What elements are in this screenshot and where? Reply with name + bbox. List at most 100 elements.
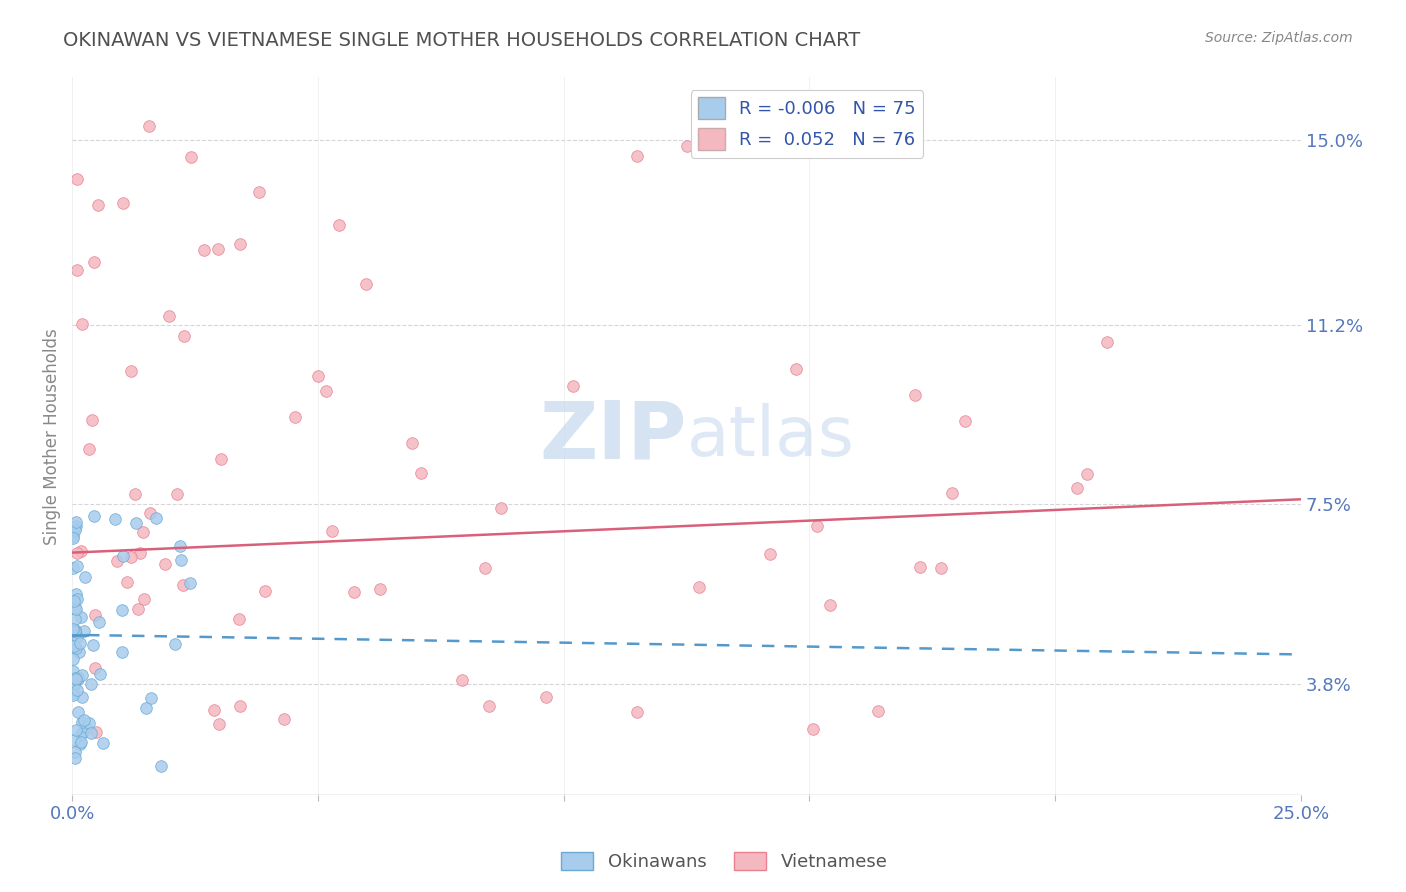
Point bbox=[70, 544, 93, 558]
Point bbox=[82, 413, 104, 427]
Point bbox=[818, 598, 841, 612]
Point bbox=[149, 758, 172, 772]
Point bbox=[124, 487, 146, 501]
Point bbox=[66, 673, 89, 687]
Point bbox=[62, 673, 84, 688]
Point bbox=[111, 549, 134, 563]
Point bbox=[904, 387, 927, 401]
Point bbox=[451, 673, 474, 687]
Point bbox=[65, 523, 87, 537]
Point bbox=[173, 329, 195, 343]
Point bbox=[111, 196, 134, 211]
Point bbox=[67, 670, 90, 684]
Point bbox=[73, 624, 96, 639]
Point bbox=[70, 610, 93, 624]
Point bbox=[63, 745, 86, 759]
Point bbox=[83, 255, 105, 269]
Point bbox=[676, 139, 699, 153]
Point bbox=[63, 612, 86, 626]
Point bbox=[67, 705, 90, 719]
Point bbox=[63, 624, 86, 639]
Point bbox=[66, 263, 89, 277]
Point bbox=[1076, 467, 1098, 481]
Point bbox=[207, 242, 229, 256]
Point bbox=[62, 686, 84, 700]
Point bbox=[69, 737, 91, 751]
Point bbox=[66, 172, 89, 186]
Point bbox=[165, 637, 187, 651]
Point bbox=[138, 119, 160, 133]
Point bbox=[202, 702, 225, 716]
Point bbox=[806, 519, 828, 533]
Point bbox=[209, 451, 232, 466]
Point bbox=[228, 612, 250, 626]
Point bbox=[941, 486, 963, 500]
Point bbox=[866, 704, 889, 718]
Point bbox=[83, 509, 105, 524]
Point bbox=[688, 580, 710, 594]
Point bbox=[62, 531, 84, 545]
Point bbox=[139, 506, 162, 520]
Point bbox=[145, 511, 167, 525]
Point bbox=[903, 113, 925, 128]
Point bbox=[105, 554, 128, 568]
Point bbox=[86, 725, 108, 739]
Point bbox=[65, 602, 87, 616]
Point bbox=[86, 198, 108, 212]
Point bbox=[179, 575, 201, 590]
Point bbox=[63, 594, 86, 608]
Point bbox=[759, 547, 782, 561]
Point bbox=[180, 150, 202, 164]
Point bbox=[104, 512, 127, 526]
Point bbox=[62, 561, 84, 575]
Point bbox=[284, 410, 307, 425]
Point bbox=[155, 557, 177, 571]
Y-axis label: Single Mother Households: Single Mother Households bbox=[44, 328, 60, 545]
Point bbox=[70, 318, 93, 332]
Point bbox=[62, 624, 84, 638]
Point bbox=[63, 623, 86, 637]
Point bbox=[77, 715, 100, 730]
Point bbox=[478, 699, 501, 714]
Point bbox=[785, 362, 807, 376]
Point bbox=[62, 652, 84, 666]
Text: atlas: atlas bbox=[686, 403, 855, 470]
Point bbox=[72, 715, 94, 730]
Point bbox=[110, 603, 132, 617]
Point bbox=[65, 591, 87, 606]
Point bbox=[63, 751, 86, 765]
Point bbox=[82, 638, 104, 652]
Point bbox=[62, 520, 84, 534]
Text: ZIP: ZIP bbox=[540, 397, 686, 475]
Point bbox=[89, 667, 111, 681]
Point bbox=[62, 622, 84, 636]
Point bbox=[65, 628, 87, 642]
Point bbox=[315, 384, 337, 398]
Point bbox=[66, 682, 89, 697]
Point bbox=[127, 601, 149, 615]
Point bbox=[91, 736, 114, 750]
Legend: R = -0.006   N = 75, R =  0.052   N = 76: R = -0.006 N = 75, R = 0.052 N = 76 bbox=[690, 90, 924, 158]
Point bbox=[172, 578, 194, 592]
Point bbox=[65, 558, 87, 573]
Point bbox=[65, 587, 87, 601]
Point bbox=[170, 552, 193, 566]
Text: OKINAWAN VS VIETNAMESE SINGLE MOTHER HOUSEHOLDS CORRELATION CHART: OKINAWAN VS VIETNAMESE SINGLE MOTHER HOU… bbox=[63, 31, 860, 50]
Point bbox=[62, 639, 84, 653]
Point bbox=[193, 243, 215, 257]
Point bbox=[75, 720, 97, 734]
Point bbox=[62, 676, 84, 690]
Text: Source: ZipAtlas.com: Source: ZipAtlas.com bbox=[1205, 31, 1353, 45]
Point bbox=[87, 615, 110, 629]
Point bbox=[229, 237, 252, 252]
Point bbox=[910, 560, 932, 574]
Point bbox=[63, 672, 86, 686]
Point bbox=[66, 630, 89, 644]
Point bbox=[273, 712, 295, 726]
Point bbox=[77, 442, 100, 456]
Point bbox=[66, 546, 89, 560]
Point bbox=[157, 309, 180, 323]
Point bbox=[69, 636, 91, 650]
Point bbox=[62, 688, 84, 702]
Point bbox=[368, 582, 391, 597]
